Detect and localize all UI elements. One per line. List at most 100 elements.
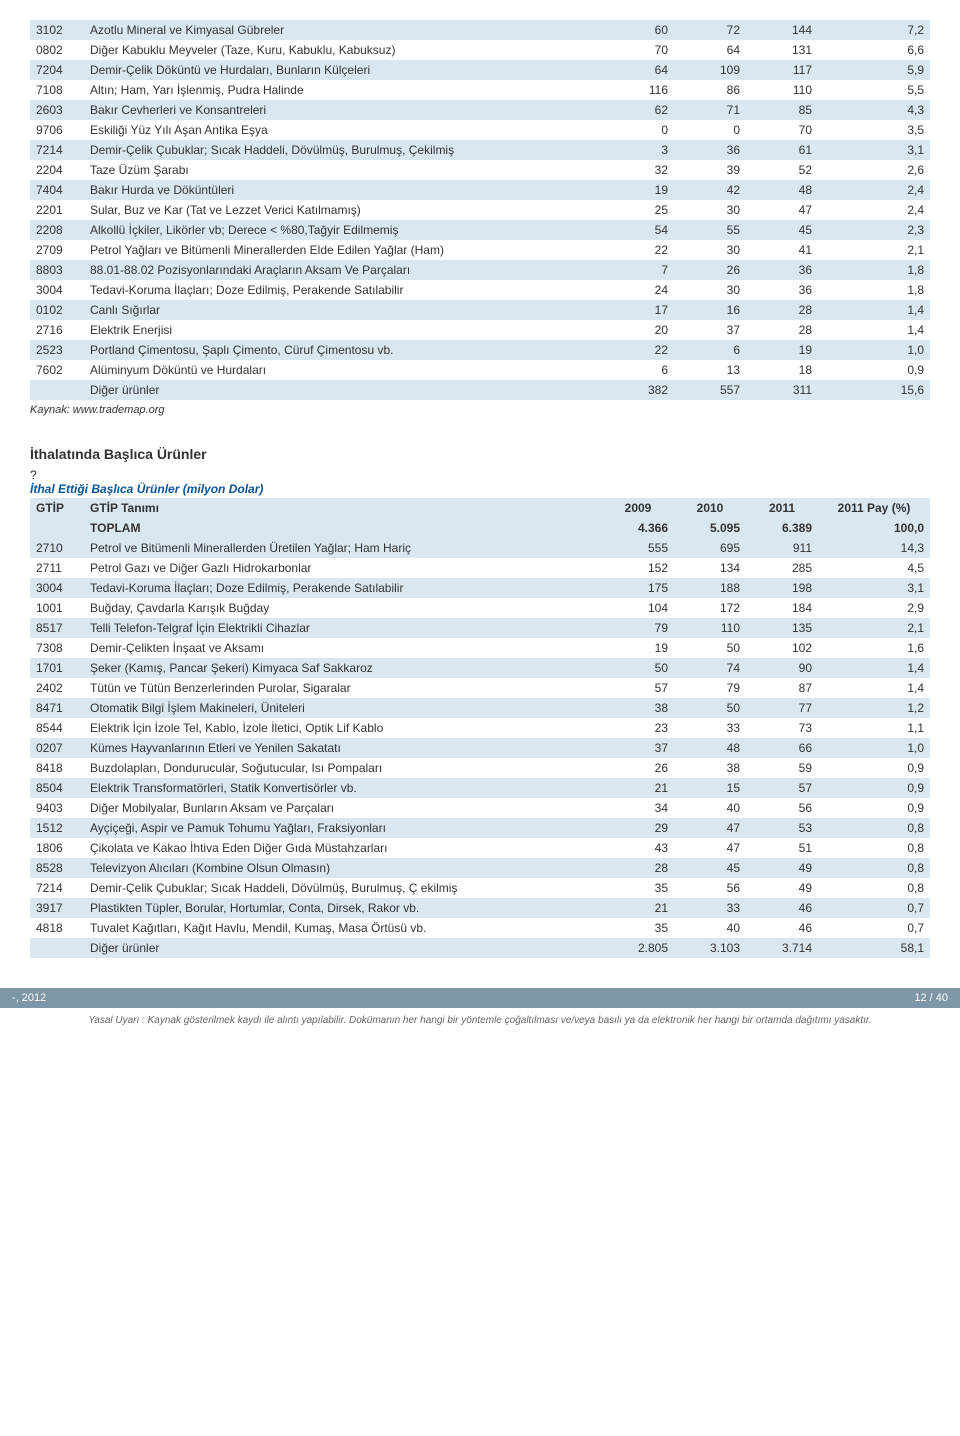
cell-desc: Demir-Çelik Çubuklar; Sıcak Haddeli, Döv… <box>84 140 602 160</box>
import-products-table: GTİPGTİP Tanımı2009201020112011 Pay (%)T… <box>30 498 930 958</box>
table-row: 7602Alüminyum Döküntü ve Hurdaları613180… <box>30 360 930 380</box>
cell-v1: 79 <box>602 618 674 638</box>
cell-code: 1512 <box>30 818 84 838</box>
cell-desc: Demir-Çelik Döküntü ve Hurdaları, Bunlar… <box>84 60 602 80</box>
cell-v4: 1,1 <box>818 718 930 738</box>
cell-desc: Tedavi-Koruma İlaçları; Doze Edilmiş, Pe… <box>84 280 602 300</box>
cell-code: 7308 <box>30 638 84 658</box>
table-row: 7204Demir-Çelik Döküntü ve Hurdaları, Bu… <box>30 60 930 80</box>
cell-v3: 184 <box>746 598 818 618</box>
cell-v3: 198 <box>746 578 818 598</box>
table-row: 8504Elektrik Transformatörleri, Statik K… <box>30 778 930 798</box>
table-row: 0207Kümes Hayvanlarının Etleri ve Yenile… <box>30 738 930 758</box>
table-row: 7308Demir-Çelikten İnşaat ve Aksamı19501… <box>30 638 930 658</box>
table-row: 2710Petrol ve Bitümenli Minerallerden Ür… <box>30 538 930 558</box>
cell-desc: Canlı Sığırlar <box>84 300 602 320</box>
cell-v1: 20 <box>602 320 674 340</box>
table-row: 7108Altın; Ham, Yarı İşlenmiş, Pudra Hal… <box>30 80 930 100</box>
cell-v4: 3,5 <box>818 120 930 140</box>
cell-v2: 47 <box>674 838 746 858</box>
cell-desc: Kümes Hayvanlarının Etleri ve Yenilen Sa… <box>84 738 602 758</box>
table-row: 3004Tedavi-Koruma İlaçları; Doze Edilmiş… <box>30 280 930 300</box>
cell-v2: 50 <box>674 698 746 718</box>
cell-v1: 37 <box>602 738 674 758</box>
cell-code: 7404 <box>30 180 84 200</box>
cell-v4: 1,4 <box>818 678 930 698</box>
table-row: 8544Elektrik İçin İzole Tel, Kablo, İzol… <box>30 718 930 738</box>
cell-v1: 32 <box>602 160 674 180</box>
cell-v4: 1,0 <box>818 340 930 360</box>
cell-v4: 0,8 <box>818 818 930 838</box>
cell-desc: Petrol ve Bitümenli Minerallerden Üretil… <box>84 538 602 558</box>
cell-v3: 53 <box>746 818 818 838</box>
cell-code: 2716 <box>30 320 84 340</box>
cell-desc: Buğday, Çavdarla Karışık Buğday <box>84 598 602 618</box>
cell-desc: Tuvalet Kağıtları, Kağıt Havlu, Mendil, … <box>84 918 602 938</box>
cell-v1: 3 <box>602 140 674 160</box>
cell-desc: Telli Telefon-Telgraf İçin Elektrikli Ci… <box>84 618 602 638</box>
table-row: 2201Sular, Buz ve Kar (Tat ve Lezzet Ver… <box>30 200 930 220</box>
cell-v4: 4,3 <box>818 100 930 120</box>
cell-desc: Portland Çimentosu, Şaplı Çimento, Cüruf… <box>84 340 602 360</box>
col-2010: 2010 <box>674 498 746 518</box>
cell-desc: Sular, Buz ve Kar (Tat ve Lezzet Verici … <box>84 200 602 220</box>
footer-right: 12 / 40 <box>914 992 948 1004</box>
table-row: 8528Televizyon Alıcıları (Kombine Olsun … <box>30 858 930 878</box>
cell-desc: 88.01-88.02 Pozisyonlarındaki Araçların … <box>84 260 602 280</box>
cell-v3: 41 <box>746 240 818 260</box>
cell-code: 8418 <box>30 758 84 778</box>
cell-v4: 0,9 <box>818 758 930 778</box>
cell-v2: 33 <box>674 898 746 918</box>
cell-desc: Demir-Çelik Çubuklar; Sıcak Haddeli, Döv… <box>84 878 602 898</box>
cell-v3: 36 <box>746 260 818 280</box>
table-row: 4818Tuvalet Kağıtları, Kağıt Havlu, Mend… <box>30 918 930 938</box>
table-row: 7404Bakır Hurda ve Döküntüleri1942482,4 <box>30 180 930 200</box>
cell-v2: 33 <box>674 718 746 738</box>
cell-v1: 7 <box>602 260 674 280</box>
cell-v1: 116 <box>602 80 674 100</box>
table-header-row: GTİPGTİP Tanımı2009201020112011 Pay (%) <box>30 498 930 518</box>
cell-v1: 28 <box>602 858 674 878</box>
cell-v1: 2.805 <box>602 938 674 958</box>
cell-code: 1701 <box>30 658 84 678</box>
cell-v3: 87 <box>746 678 818 698</box>
cell-v2: 56 <box>674 878 746 898</box>
footer-note: Yasal Uyarı : Kaynak gösterilmek kaydı i… <box>0 1008 960 1039</box>
cell-v1: 22 <box>602 340 674 360</box>
cell-code: 7204 <box>30 60 84 80</box>
cell-v4: 0,7 <box>818 918 930 938</box>
cell-desc: Televizyon Alıcıları (Kombine Olsun Olma… <box>84 858 602 878</box>
cell-v4: 1,8 <box>818 260 930 280</box>
cell-v1: 26 <box>602 758 674 778</box>
cell-v1: 38 <box>602 698 674 718</box>
cell-v3: 36 <box>746 280 818 300</box>
cell-code: 1001 <box>30 598 84 618</box>
cell-v4: 1,4 <box>818 320 930 340</box>
cell-code: 2208 <box>30 220 84 240</box>
cell-desc: Tedavi-Koruma İlaçları; Doze Edilmiş, Pe… <box>84 578 602 598</box>
cell-v4: 1,4 <box>818 658 930 678</box>
cell-desc: Elektrik İçin İzole Tel, Kablo, İzole İl… <box>84 718 602 738</box>
cell-v4: 2,6 <box>818 160 930 180</box>
cell-v4: 2,1 <box>818 618 930 638</box>
cell-v2: 695 <box>674 538 746 558</box>
cell-v1: 54 <box>602 220 674 240</box>
table-row: 7214Demir-Çelik Çubuklar; Sıcak Haddeli,… <box>30 140 930 160</box>
cell-v3: 57 <box>746 778 818 798</box>
cell-code <box>30 518 84 538</box>
cell-v3: 77 <box>746 698 818 718</box>
table-row: 9706Eskiliği Yüz Yılı Aşan Antika Eşya00… <box>30 120 930 140</box>
export-products-table: 3102Azotlu Mineral ve Kimyasal Gübreler6… <box>30 20 930 400</box>
table1-source: Kaynak: www.trademap.org <box>30 404 930 416</box>
cell-v3: 45 <box>746 220 818 240</box>
cell-code: 0207 <box>30 738 84 758</box>
table-row: 2711Petrol Gazı ve Diğer Gazlı Hidrokarb… <box>30 558 930 578</box>
cell-v4: 5,9 <box>818 60 930 80</box>
cell-desc: Eskiliği Yüz Yılı Aşan Antika Eşya <box>84 120 602 140</box>
cell-v1: 35 <box>602 878 674 898</box>
col-2011-pay: 2011 Pay (%) <box>818 498 930 518</box>
cell-v4: 0,8 <box>818 878 930 898</box>
table-row: 2208Alkollü İçkiler, Likörler vb; Derece… <box>30 220 930 240</box>
cell-total-label: TOPLAM <box>84 518 602 538</box>
cell-v3: 66 <box>746 738 818 758</box>
